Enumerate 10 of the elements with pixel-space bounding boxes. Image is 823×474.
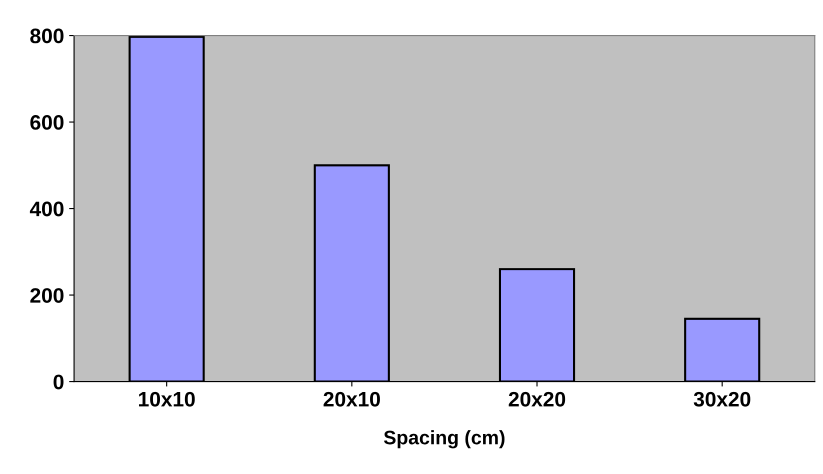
y-tick-label: 600 bbox=[30, 115, 64, 130]
x-tick-label: 20x20 bbox=[508, 392, 566, 407]
x-axis-title: Spacing (cm) bbox=[384, 430, 504, 448]
y-tick-label: 200 bbox=[30, 288, 64, 303]
x-tick-label: 20x10 bbox=[324, 392, 380, 407]
x-tick-label: 30x20 bbox=[694, 392, 750, 407]
y-tick-label: 800 bbox=[30, 28, 64, 44]
y-tick-label: 400 bbox=[30, 202, 64, 216]
y-tick-label: 0 bbox=[54, 374, 64, 390]
x-tick-label: 10x10 bbox=[139, 392, 195, 407]
